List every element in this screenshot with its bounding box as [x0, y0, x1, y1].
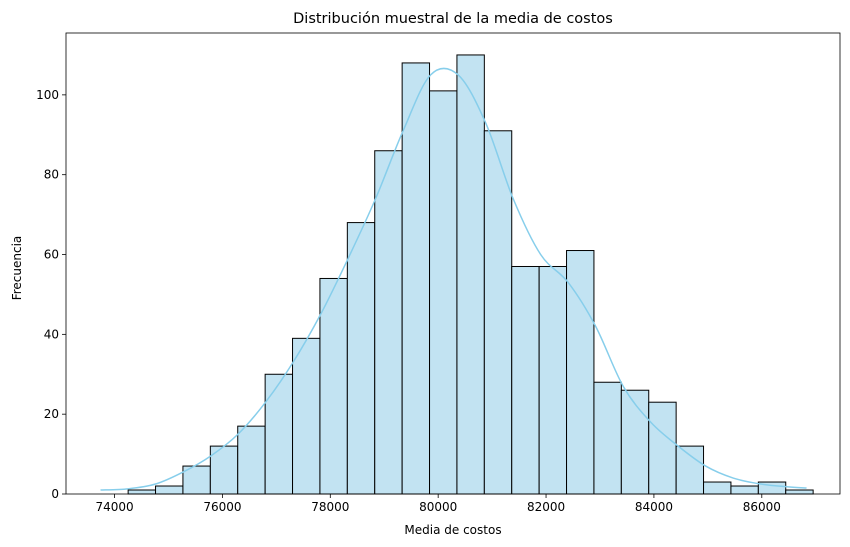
histogram-bar [593, 381, 622, 495]
histogram-bar [538, 265, 568, 495]
histogram-bar [456, 54, 485, 495]
x-tick-label: 74000 [95, 500, 133, 514]
x-tick-label: 86000 [743, 500, 781, 514]
histogram-bar [620, 389, 650, 495]
plot-frame [65, 32, 841, 495]
histogram-bar [429, 90, 458, 495]
x-tick-label: 80000 [419, 500, 457, 514]
histogram-bar [566, 250, 595, 495]
kde-curve [100, 67, 807, 491]
histogram-bar [155, 485, 184, 495]
histogram-bar [374, 150, 403, 495]
histogram-bar [209, 445, 239, 495]
histogram-bar [237, 425, 266, 495]
histogram-bar [785, 489, 814, 495]
y-tick-label: 0 [51, 487, 59, 501]
y-axis: 0 20 40 60 80 100 [36, 88, 66, 501]
histogram-bar [648, 401, 677, 495]
histogram-bar [319, 277, 348, 495]
histogram-bar [292, 337, 321, 495]
x-axis-label: Media de costos [404, 523, 501, 537]
histogram-bar [127, 489, 157, 495]
x-tick-label: 84000 [635, 500, 673, 514]
x-tick-label: 76000 [203, 500, 241, 514]
histogram-bar [182, 465, 211, 495]
histogram-bar [401, 62, 431, 495]
y-tick-label: 20 [44, 407, 59, 421]
histogram-bar [703, 481, 732, 495]
y-tick-label: 80 [44, 168, 59, 182]
histogram-bar [675, 445, 705, 495]
y-tick-label: 40 [44, 327, 59, 341]
histogram-bar [511, 265, 540, 495]
y-axis-label: Frecuencia [10, 236, 24, 301]
x-tick-label: 78000 [311, 500, 349, 514]
histogram-bar [346, 222, 376, 495]
histogram-bar [730, 485, 759, 495]
y-tick-label: 60 [44, 248, 59, 262]
x-axis: 74000 76000 78000 80000 82000 84000 86000 [95, 494, 781, 514]
histogram-bar [264, 373, 294, 495]
histogram-bar [483, 130, 513, 495]
y-tick-label: 100 [36, 88, 59, 102]
chart-title: Distribución muestral de la media de cos… [293, 11, 613, 27]
plot-area [65, 32, 841, 495]
x-tick-label: 82000 [527, 500, 565, 514]
